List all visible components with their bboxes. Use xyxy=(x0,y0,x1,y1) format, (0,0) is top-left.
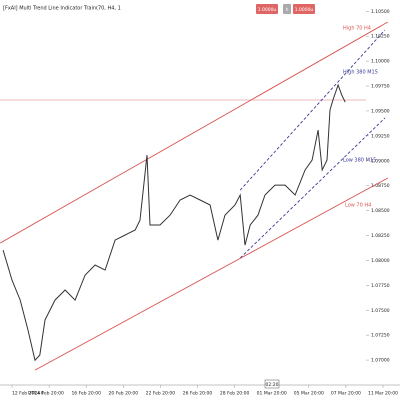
y-tick-label: 1.07500 xyxy=(371,308,390,314)
y-tick-label: 1.08250 xyxy=(371,233,390,239)
button-label[interactable]: 1.0000u xyxy=(295,7,314,13)
timezone-label: UTC+0 xyxy=(28,391,44,397)
trend-line xyxy=(0,21,389,244)
button[interactable] xyxy=(283,4,291,14)
button-label[interactable]: 1.0000u xyxy=(258,7,277,13)
y-tick-label: 1.10250 xyxy=(371,34,390,40)
trend-line-label: High 70 H4 xyxy=(343,26,371,32)
y-tick-label: 1.09500 xyxy=(371,108,390,114)
trend-line xyxy=(34,177,389,371)
x-tick-label: 01 Mar 20:00 xyxy=(257,391,287,397)
crosshair-box xyxy=(264,379,280,389)
x-tick-label: 16 Feb 20:00 xyxy=(71,391,101,397)
y-tick-label: 1.09250 xyxy=(371,133,390,139)
crosshair-label: 02:20 xyxy=(266,382,279,388)
y-tick-label: 1.09000 xyxy=(371,158,390,164)
trend-line-label: Low 380 M15 xyxy=(343,158,376,164)
trend-line-label: Low 70 H4 xyxy=(345,203,371,209)
trend-line xyxy=(239,29,386,191)
y-tick-label: 1.07000 xyxy=(371,358,390,364)
x-tick-label: 22 Feb 20:00 xyxy=(146,391,176,397)
y-tick-label: 1.08500 xyxy=(371,208,390,214)
y-tick-label: 1.10500 xyxy=(371,9,390,15)
button[interactable] xyxy=(293,4,315,14)
chart-title: [FxAI] Multi Trend Line Indicator Train(… xyxy=(3,6,121,12)
button-label[interactable]: h xyxy=(286,7,289,13)
y-tick-label: 1.07750 xyxy=(371,283,390,289)
x-tick-label: 28 Feb 20:00 xyxy=(220,391,250,397)
y-tick-label: 1.08750 xyxy=(371,183,390,189)
y-tick-label: 1.10000 xyxy=(371,59,390,65)
x-tick-label: 14 Feb 20:00 xyxy=(34,391,64,397)
trend-line xyxy=(239,117,386,259)
price-series xyxy=(2,83,346,362)
x-tick-label: 07 Mar 20:00 xyxy=(331,391,361,397)
y-tick-label: 1.07250 xyxy=(371,333,390,339)
y-tick-label: 1.09750 xyxy=(371,84,390,90)
x-tick-label: 20 Feb 20:00 xyxy=(109,391,139,397)
x-tick-label: 11 Mar 20:00 xyxy=(368,391,398,397)
x-tick-label: 12 Feb 2024 xyxy=(12,391,40,397)
y-tick-label: 1.08000 xyxy=(371,258,390,264)
x-tick-label: 05 Mar 20:00 xyxy=(294,391,324,397)
button[interactable] xyxy=(256,4,278,14)
x-tick-label: 26 Feb 20:00 xyxy=(183,391,213,397)
trend-line-label: High 380 M15 xyxy=(343,70,378,76)
